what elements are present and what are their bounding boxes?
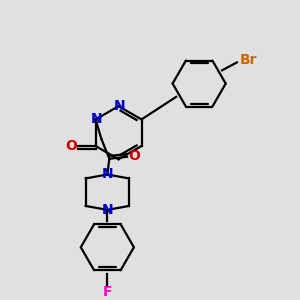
Text: N: N (101, 203, 113, 217)
Text: O: O (65, 139, 77, 153)
Text: N: N (114, 99, 125, 113)
Text: F: F (103, 286, 112, 299)
Text: Br: Br (240, 53, 257, 68)
Text: N: N (91, 112, 102, 126)
Text: N: N (101, 167, 113, 182)
Text: O: O (128, 149, 140, 163)
